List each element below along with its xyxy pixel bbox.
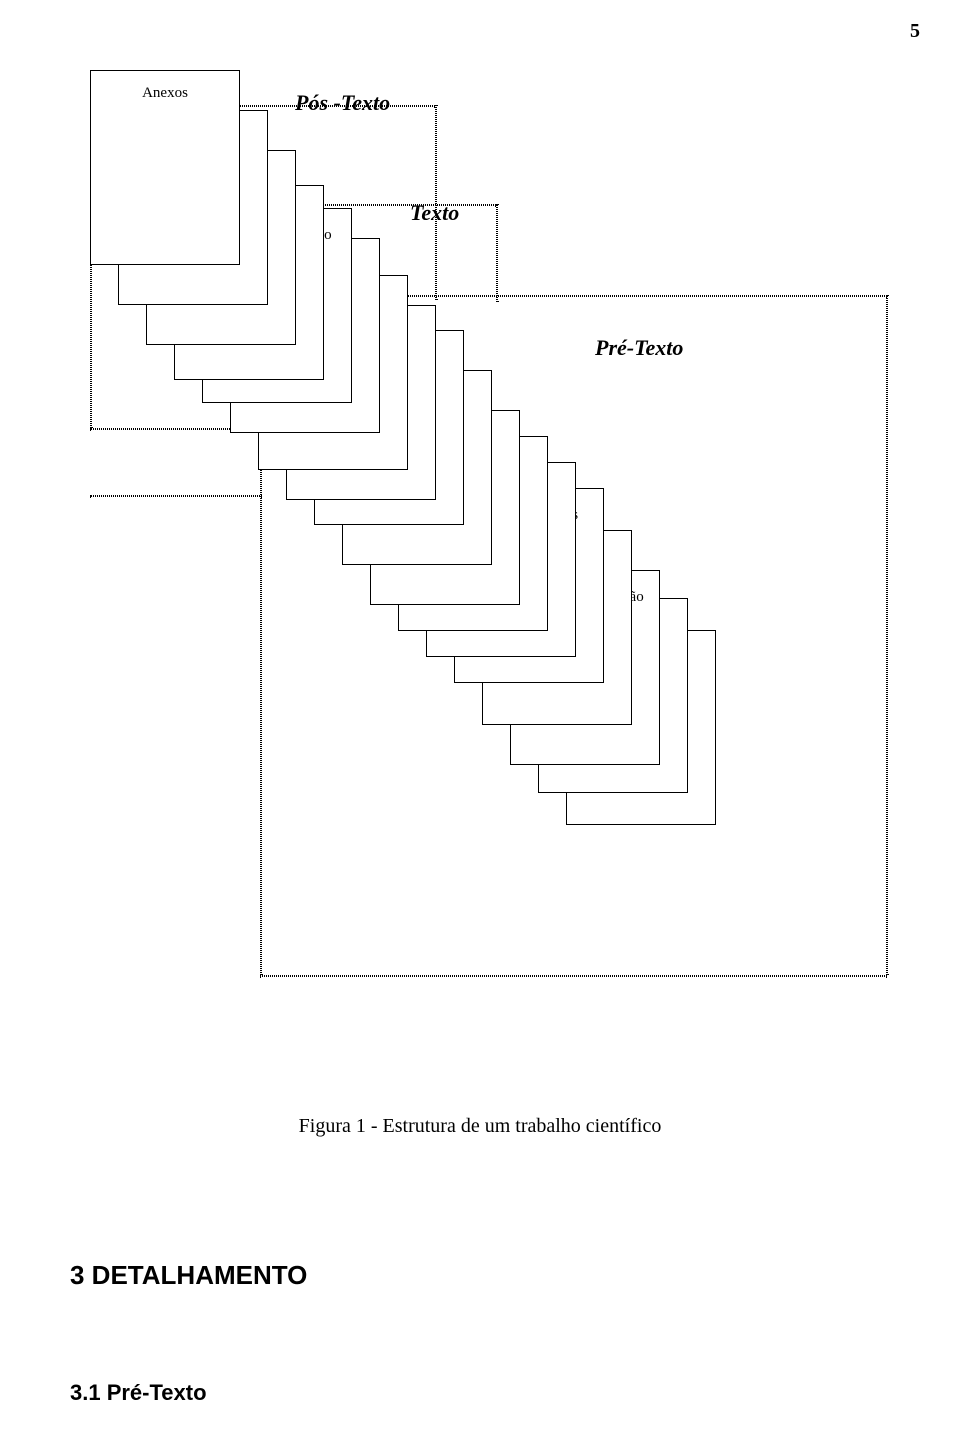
pos-texto-label: Pós -Texto bbox=[295, 90, 390, 116]
pre-texto-box-top bbox=[407, 295, 887, 297]
page-number: 5 bbox=[910, 20, 920, 43]
pre-texto-box-bottom bbox=[260, 975, 887, 977]
heading-pre-texto: 3.1 Pré-Texto bbox=[70, 1380, 207, 1406]
pre-texto-box-right bbox=[886, 295, 888, 975]
texto-label: Texto bbox=[410, 200, 459, 226]
pre-texto-label: Pré-Texto bbox=[595, 335, 683, 361]
pre-texto-box-leftconn bbox=[90, 495, 262, 497]
pre-texto-box-left bbox=[260, 468, 262, 975]
page: 5 CapaFolha de rostoFolha de aprovaçãoDe… bbox=[0, 0, 960, 1450]
sheet-anexos: Anexos bbox=[90, 70, 240, 265]
structure-diagram: CapaFolha de rostoFolha de aprovaçãoDedi… bbox=[0, 70, 960, 990]
heading-detalhamento: 3 DETALHAMENTO bbox=[70, 1260, 307, 1291]
texto-box-right bbox=[496, 204, 498, 302]
texto-box-left bbox=[90, 240, 92, 428]
texto-box-top bbox=[296, 204, 496, 206]
sheet-label: Anexos bbox=[97, 85, 233, 102]
figure-caption: Figura 1 - Estrutura de um trabalho cien… bbox=[0, 1115, 960, 1138]
